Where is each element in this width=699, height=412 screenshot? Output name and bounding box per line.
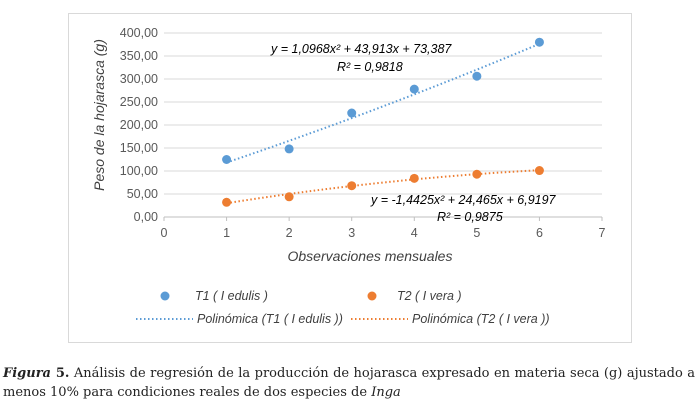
x-axis-title: Observaciones mensuales <box>288 248 453 264</box>
legend: T1 ( I edulis ) T2 ( I vera ) Polinómica… <box>136 289 550 326</box>
t2-r2: R² = 0,9875 <box>437 210 503 224</box>
caption-text: Análisis de regresión de la producción d… <box>3 366 695 400</box>
t2-equation: y = -1,4425x² + 24,465x + 6,9197 <box>370 193 557 207</box>
caption-label: Figura <box>3 366 51 381</box>
y-tick-label: 350,00 <box>120 49 158 63</box>
axes <box>163 216 603 221</box>
scatter-chart: 0,00 50,00 100,00 150,00 200,00 250,00 300,00 3… <box>91 26 606 326</box>
data-point-t1 <box>534 37 544 47</box>
legend-marker-t1 <box>160 291 170 301</box>
chart-area: 0,00 50,00 100,00 150,00 200,00 250,00 300,00 3… <box>68 13 632 343</box>
data-point-t1 <box>472 71 482 81</box>
legend-label-trend-t2: Polinómica (T2 ( I vera )) <box>412 312 550 326</box>
x-tick-label: 0 <box>161 226 168 240</box>
x-tick-label: 5 <box>473 226 480 240</box>
y-tick-label: 0,00 <box>134 210 158 224</box>
y-tick-label: 50,00 <box>127 187 158 201</box>
data-point-t2 <box>534 166 544 176</box>
data-point-t1 <box>409 84 419 94</box>
caption-italic: Inga <box>371 385 401 400</box>
x-tick-label: 3 <box>348 226 355 240</box>
trendlines <box>226 42 540 205</box>
data-point-t2 <box>222 197 232 207</box>
y-tick-label: 100,00 <box>120 164 158 178</box>
data-point-t2 <box>472 169 482 179</box>
y-tick-label: 300,00 <box>120 72 158 86</box>
data-point-t2 <box>347 181 357 191</box>
caption-number: 5. <box>50 366 70 381</box>
t1-equation: y = 1,0968x² + 43,913x + 73,387 <box>270 42 452 56</box>
legend-marker-t2 <box>367 291 377 301</box>
trendline-t2 <box>226 169 540 205</box>
data-point-t1 <box>284 144 294 154</box>
legend-label-trend-t1: Polinómica (T1 ( I edulis )) <box>197 312 343 326</box>
legend-label-t2: T2 ( I vera ) <box>397 289 462 303</box>
x-tick-label: 4 <box>411 226 418 240</box>
legend-label-t1: T1 ( I edulis ) <box>195 289 268 303</box>
y-axis-title: Peso de la hojarasca (g) <box>91 39 107 191</box>
gridlines <box>164 32 602 195</box>
tick-labels: 0,00 50,00 100,00 150,00 200,00 250,00 300,00 3… <box>120 26 606 240</box>
data-point-t2 <box>284 192 294 202</box>
y-tick-label: 400,00 <box>120 26 158 40</box>
y-tick-label: 250,00 <box>120 95 158 109</box>
data-point-t1 <box>347 108 357 118</box>
x-tick-label: 6 <box>536 226 543 240</box>
data-point-t2 <box>409 173 419 183</box>
x-tick-label: 7 <box>599 226 606 240</box>
t1-r2: R² = 0,9818 <box>337 60 403 74</box>
x-tick-label: 1 <box>223 226 230 240</box>
figure-caption: Figura 5. Análisis de regresión de la pr… <box>3 364 695 402</box>
data-point-t1 <box>222 155 232 164</box>
x-tick-label: 2 <box>286 226 293 240</box>
y-tick-label: 200,00 <box>120 118 158 132</box>
data-points <box>222 37 544 207</box>
y-tick-label: 150,00 <box>120 141 158 155</box>
